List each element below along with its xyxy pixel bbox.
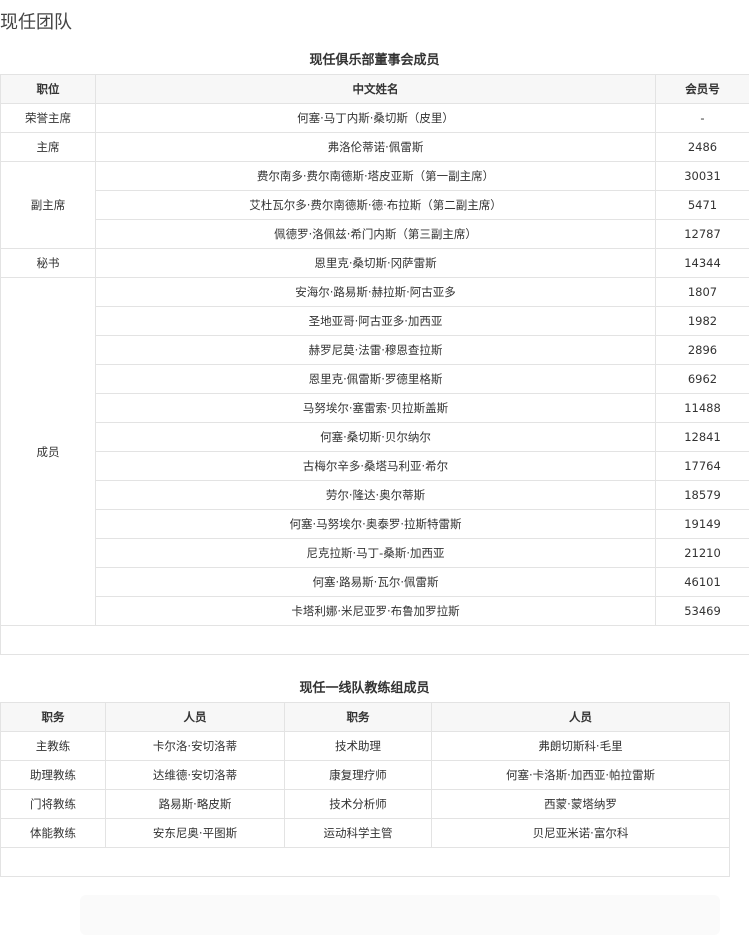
position-cell: 荣誉主席 [1,104,96,133]
id-cell: 46101 [656,568,749,597]
id-cell: 19149 [656,510,749,539]
table-row: 荣誉主席何塞·马丁内斯·桑切斯（皮里）- [1,104,749,133]
id-cell: 17764 [656,452,749,481]
name-cell: 劳尔·隆达·奥尔蒂斯 [96,481,656,510]
role-cell: 体能教练 [1,819,106,848]
name-cell: 艾杜瓦尔多·费尔南德斯·德·布拉斯（第二副主席） [96,191,656,220]
empty-cell [1,626,749,655]
header-role: 职务 [1,703,106,732]
id-cell: 30031 [656,162,749,191]
header-person: 人员 [106,703,285,732]
board-caption: 现任俱乐部董事会成员 [0,49,749,68]
header-person: 人员 [432,703,730,732]
name-cell: 卡塔利娜·米尼亚罗·布鲁加罗拉斯 [96,597,656,626]
role-cell: 助理教练 [1,761,106,790]
name-cell: 费尔南多·费尔南德斯·塔皮亚斯（第一副主席） [96,162,656,191]
table-row: 主教练卡尔洛·安切洛蒂技术助理弗朗切斯科·毛里 [1,732,730,761]
header-name: 中文姓名 [96,75,656,104]
name-cell: 何塞·路易斯·瓦尔·佩雷斯 [96,568,656,597]
name-cell: 赫罗尼莫·法雷·穆恩查拉斯 [96,336,656,365]
person-cell: 卡尔洛·安切洛蒂 [106,732,285,761]
faded-area [80,895,720,935]
coaches-table: 职务 人员 职务 人员 主教练卡尔洛·安切洛蒂技术助理弗朗切斯科·毛里助理教练达… [0,702,730,877]
coaches-caption: 现任一线队教练组成员 [0,677,729,696]
empty-row [1,848,730,877]
id-cell: 1982 [656,307,749,336]
table-row: 助理教练达维德·安切洛蒂康复理疗师何塞·卡洛斯·加西亚·帕拉雷斯 [1,761,730,790]
name-cell: 尼克拉斯·马丁-桑斯·加西亚 [96,539,656,568]
id-cell: 11488 [656,394,749,423]
name-cell: 恩里克·桑切斯·冈萨雷斯 [96,249,656,278]
header-role: 职务 [285,703,432,732]
id-cell: 6962 [656,365,749,394]
role-cell: 技术分析师 [285,790,432,819]
name-cell: 圣地亚哥·阿古亚多·加西亚 [96,307,656,336]
id-cell: 18579 [656,481,749,510]
name-cell: 何塞·马努埃尔·奥泰罗·拉斯特雷斯 [96,510,656,539]
table-row: 艾杜瓦尔多·费尔南德斯·德·布拉斯（第二副主席）5471 [1,191,749,220]
id-cell: 14344 [656,249,749,278]
table-row: 体能教练安东尼奥·平图斯运动科学主管贝尼亚米诺·富尔科 [1,819,730,848]
id-cell: 1807 [656,278,749,307]
id-cell: 21210 [656,539,749,568]
id-cell: 5471 [656,191,749,220]
id-cell: 2896 [656,336,749,365]
id-cell: - [656,104,749,133]
id-cell: 2486 [656,133,749,162]
name-cell: 何塞·马丁内斯·桑切斯（皮里） [96,104,656,133]
position-cell: 主席 [1,133,96,162]
id-cell: 12787 [656,220,749,249]
id-cell: 12841 [656,423,749,452]
person-cell: 贝尼亚米诺·富尔科 [432,819,730,848]
role-cell: 运动科学主管 [285,819,432,848]
id-cell: 53469 [656,597,749,626]
name-cell: 马努埃尔·塞雷索·贝拉斯盖斯 [96,394,656,423]
role-cell: 康复理疗师 [285,761,432,790]
name-cell: 古梅尔辛多·桑塔马利亚·希尔 [96,452,656,481]
person-cell: 何塞·卡洛斯·加西亚·帕拉雷斯 [432,761,730,790]
table-row: 副主席费尔南多·费尔南德斯·塔皮亚斯（第一副主席）30031 [1,162,749,191]
table-row: 佩德罗·洛佩兹·希门内斯（第三副主席）12787 [1,220,749,249]
empty-row [1,626,749,655]
person-cell: 弗朗切斯科·毛里 [432,732,730,761]
person-cell: 达维德·安切洛蒂 [106,761,285,790]
name-cell: 何塞·桑切斯·贝尔纳尔 [96,423,656,452]
position-cell: 成员 [1,278,96,626]
role-cell: 门将教练 [1,790,106,819]
name-cell: 佩德罗·洛佩兹·希门内斯（第三副主席） [96,220,656,249]
person-cell: 路易斯·略皮斯 [106,790,285,819]
person-cell: 安东尼奥·平图斯 [106,819,285,848]
table-row: 门将教练路易斯·略皮斯技术分析师西蒙·蒙塔纳罗 [1,790,730,819]
name-cell: 恩里克·佩雷斯·罗德里格斯 [96,365,656,394]
board-table: 职位 中文姓名 会员号 荣誉主席何塞·马丁内斯·桑切斯（皮里）-主席弗洛伦蒂诺·… [0,74,749,655]
name-cell: 安海尔·路易斯·赫拉斯·阿古亚多 [96,278,656,307]
empty-cell [1,848,730,877]
position-cell: 秘书 [1,249,96,278]
role-cell: 主教练 [1,732,106,761]
position-cell: 副主席 [1,162,96,249]
name-cell: 弗洛伦蒂诺·佩雷斯 [96,133,656,162]
role-cell: 技术助理 [285,732,432,761]
page-title: 现任团队 [0,8,72,34]
header-position: 职位 [1,75,96,104]
person-cell: 西蒙·蒙塔纳罗 [432,790,730,819]
header-id: 会员号 [656,75,749,104]
